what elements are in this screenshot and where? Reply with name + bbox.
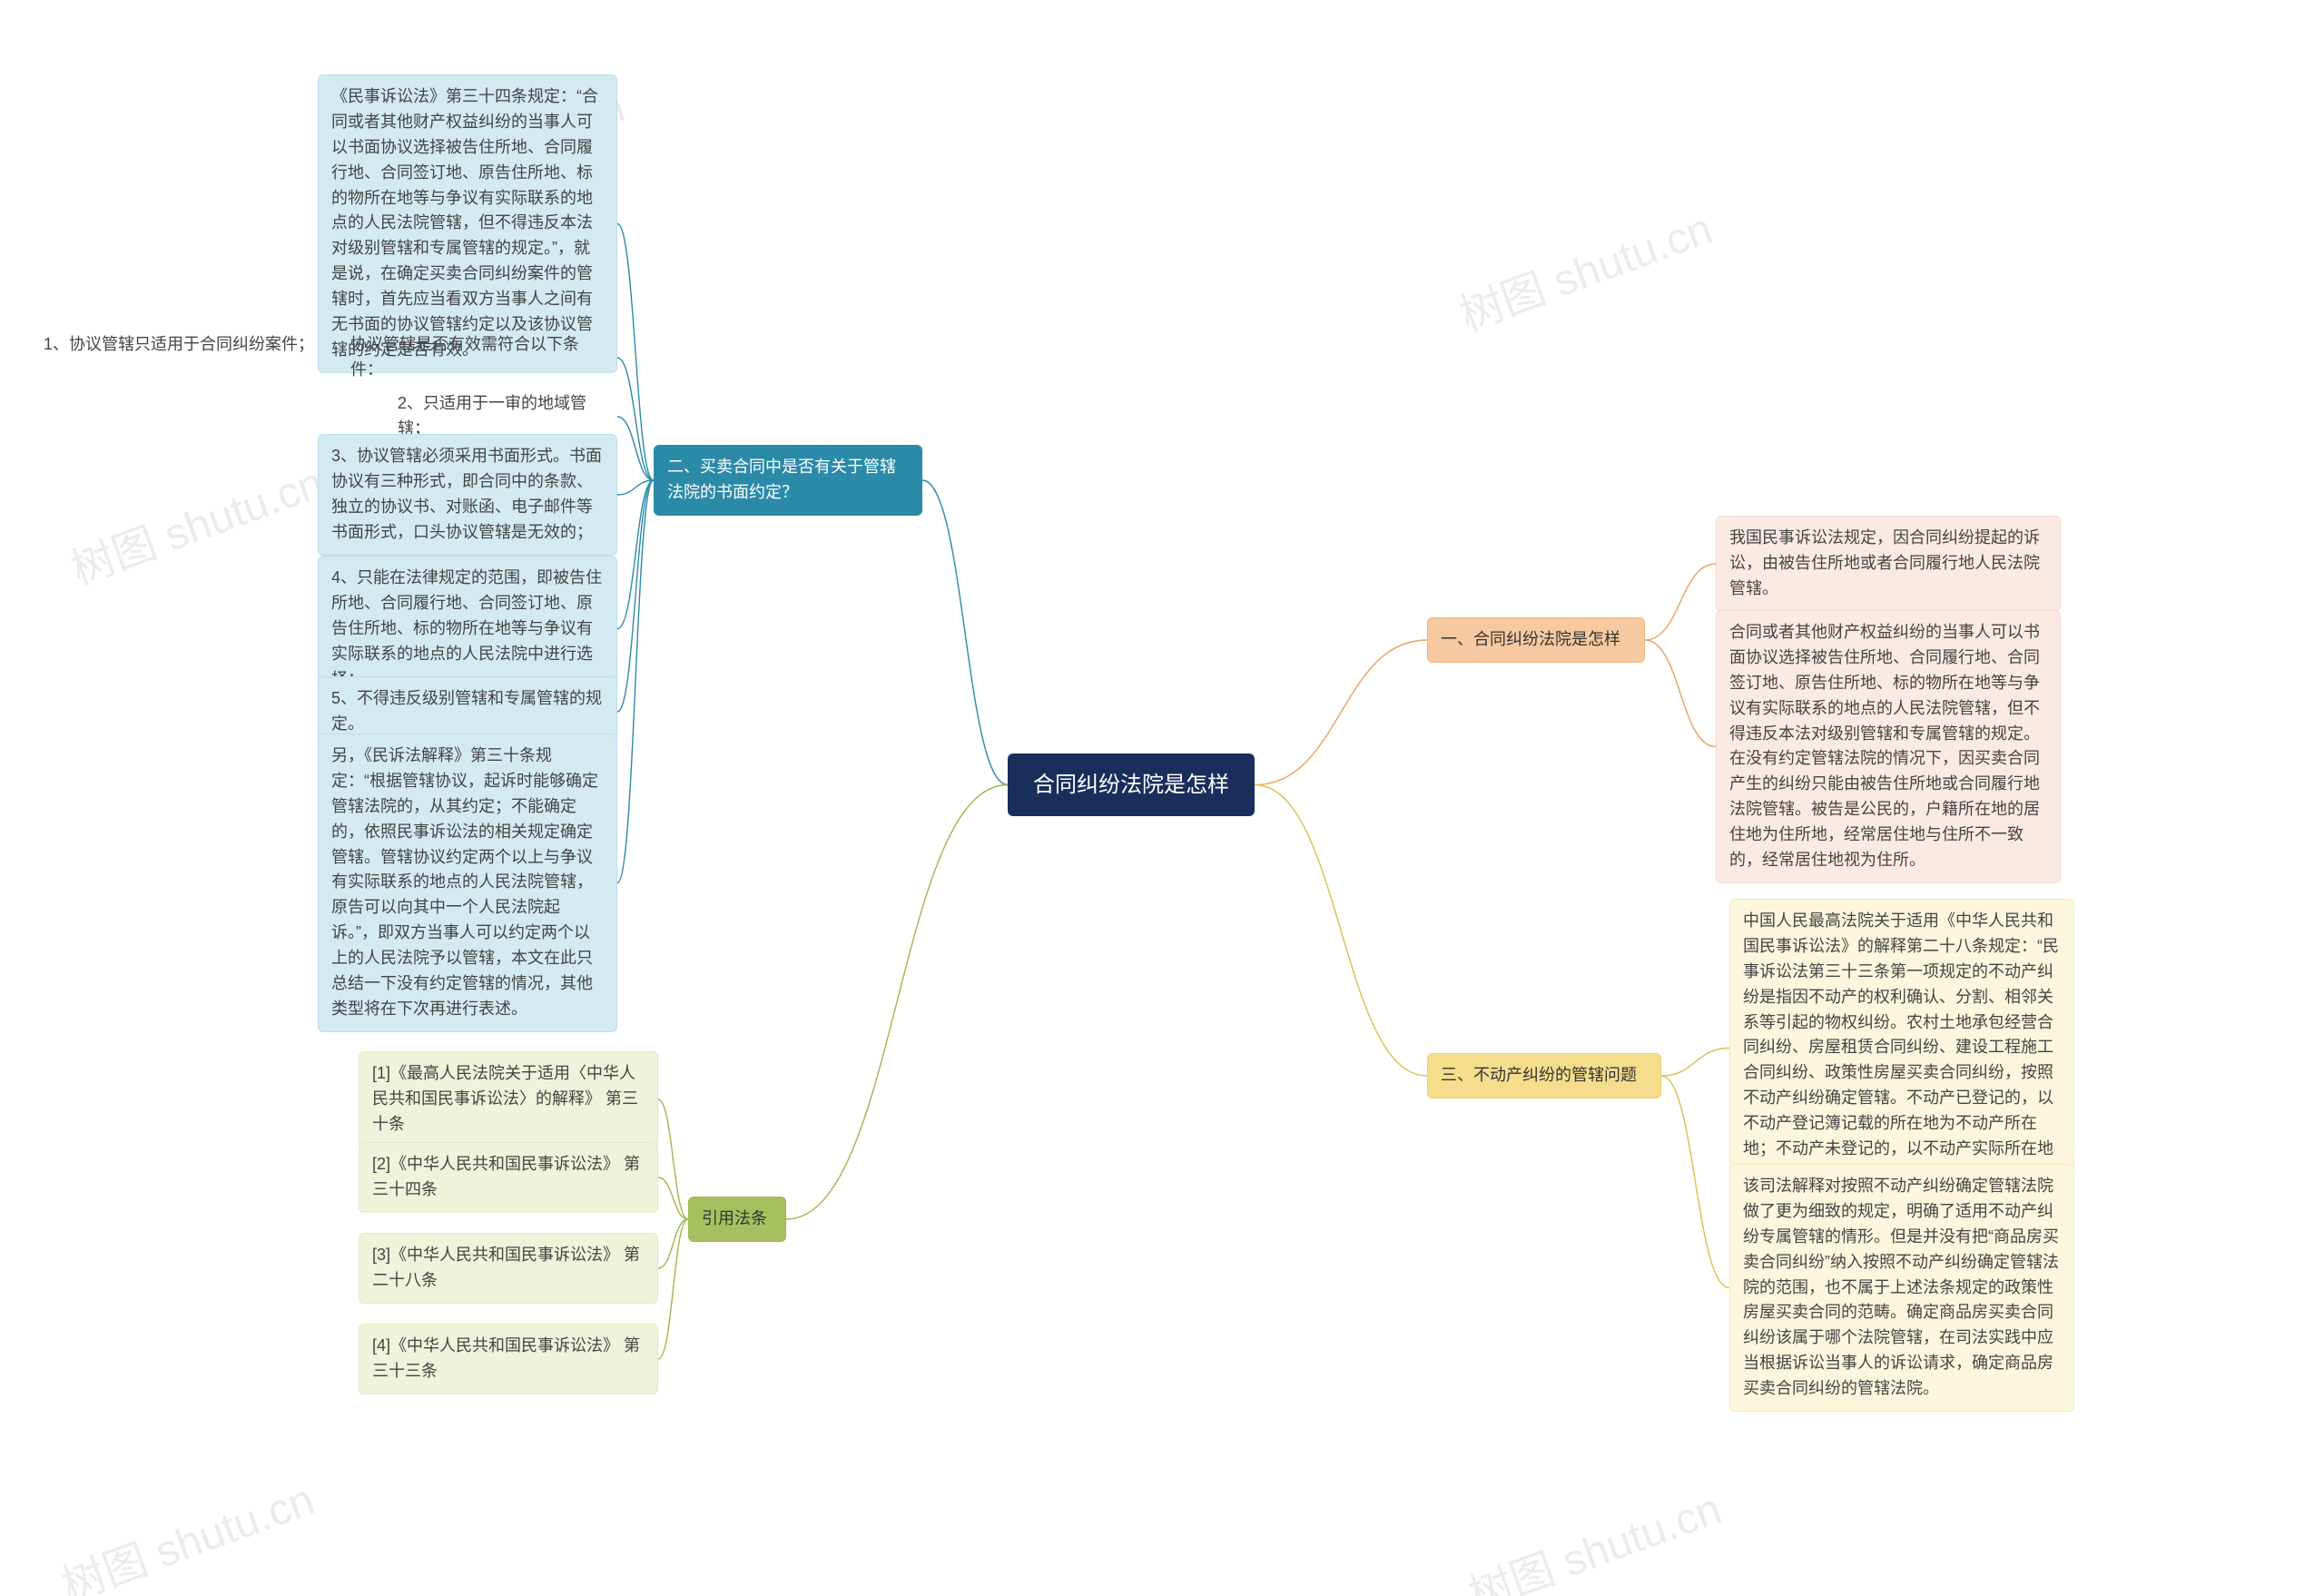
branch-three[interactable]: 三、不动产纠纷的管辖问题 <box>1427 1053 1661 1098</box>
leaf-two-cond-1[interactable]: 1、协议管辖只适用于合同纠纷案件； <box>36 329 325 361</box>
mindmap-root[interactable]: 合同纠纷法院是怎样 <box>1008 754 1255 816</box>
leaf-three-a[interactable]: 中国人民最高法院关于适用《中华人民共和国民事诉讼法》的解释第二十八条规定：“民事… <box>1729 899 2074 1197</box>
branch-one[interactable]: 一、合同纠纷法院是怎样 <box>1427 617 1645 663</box>
leaf-two-cond-label[interactable]: 协议管辖是否有效需符合以下条件： <box>343 329 617 387</box>
leaf-one-a[interactable]: 我国民事诉讼法规定，因合同纠纷提起的诉讼，由被告住所地或者合同履行地人民法院管辖… <box>1716 516 2061 612</box>
watermark: 树图 shutu.cn <box>52 1463 321 1596</box>
branch-references[interactable]: 引用法条 <box>688 1197 786 1242</box>
leaf-ref-3[interactable]: [3]《中华人民共和国民事诉讼法》 第二十八条 <box>359 1233 658 1304</box>
leaf-ref-1[interactable]: [1]《最高人民法院关于适用〈中华人民共和国民事诉讼法〉的解释》 第三十条 <box>359 1051 658 1148</box>
watermark: 树图 shutu.cn <box>1450 192 1719 342</box>
branch-two[interactable]: 二、买卖合同中是否有关于管辖法院的书面约定？ <box>654 445 922 516</box>
watermark: 树图 shutu.cn <box>61 447 330 596</box>
leaf-two-extra[interactable]: 另，《民诉法解释》第三十条规定：“根据管辖协议，起诉时能够确定管辖法院的，从其约… <box>318 734 617 1032</box>
leaf-ref-4[interactable]: [4]《中华人民共和国民事诉讼法》 第三十三条 <box>359 1324 658 1394</box>
leaf-ref-2[interactable]: [2]《中华人民共和国民事诉讼法》 第三十四条 <box>359 1142 658 1213</box>
watermark: 树图 shutu.cn <box>1459 1473 1728 1596</box>
leaf-one-b[interactable]: 合同或者其他财产权益纠纷的当事人可以书面协议选择被告住所地、合同履行地、合同签订… <box>1716 610 2061 883</box>
leaf-two-cond-3[interactable]: 3、协议管辖必须采用书面形式。书面协议有三种形式，即合同中的条款、独立的协议书、… <box>318 434 617 556</box>
leaf-three-b[interactable]: 该司法解释对按照不动产纠纷确定管辖法院做了更为细致的规定，明确了适用不动产纠纷专… <box>1729 1164 2074 1412</box>
